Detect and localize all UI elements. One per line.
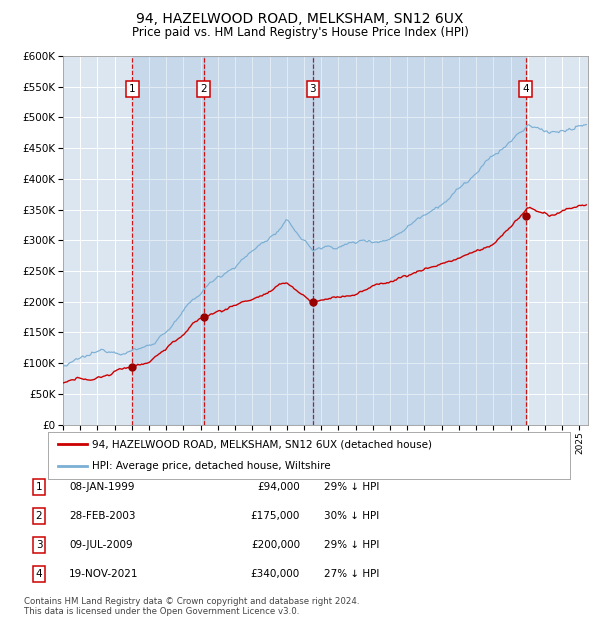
- Text: 27% ↓ HPI: 27% ↓ HPI: [324, 569, 379, 579]
- Text: 1: 1: [35, 482, 43, 492]
- Text: 28-FEB-2003: 28-FEB-2003: [69, 511, 136, 521]
- Text: 29% ↓ HPI: 29% ↓ HPI: [324, 482, 379, 492]
- Text: 1: 1: [129, 84, 136, 94]
- Text: 3: 3: [310, 84, 316, 94]
- Text: This data is licensed under the Open Government Licence v3.0.: This data is licensed under the Open Gov…: [24, 607, 299, 616]
- Bar: [203, 56, 313, 425]
- Text: 30% ↓ HPI: 30% ↓ HPI: [324, 511, 379, 521]
- Text: 19-NOV-2021: 19-NOV-2021: [69, 569, 139, 579]
- Text: 29% ↓ HPI: 29% ↓ HPI: [324, 540, 379, 550]
- Text: 2: 2: [35, 511, 43, 521]
- Text: Contains HM Land Registry data © Crown copyright and database right 2024.: Contains HM Land Registry data © Crown c…: [24, 597, 359, 606]
- Text: 08-JAN-1999: 08-JAN-1999: [69, 482, 134, 492]
- Bar: [133, 56, 203, 425]
- Text: £94,000: £94,000: [257, 482, 300, 492]
- Text: £340,000: £340,000: [251, 569, 300, 579]
- Text: £175,000: £175,000: [251, 511, 300, 521]
- Text: 94, HAZELWOOD ROAD, MELKSHAM, SN12 6UX (detached house): 94, HAZELWOOD ROAD, MELKSHAM, SN12 6UX (…: [92, 439, 433, 450]
- Text: 3: 3: [35, 540, 43, 550]
- Text: Price paid vs. HM Land Registry's House Price Index (HPI): Price paid vs. HM Land Registry's House …: [131, 26, 469, 39]
- Text: 09-JUL-2009: 09-JUL-2009: [69, 540, 133, 550]
- Text: HPI: Average price, detached house, Wiltshire: HPI: Average price, detached house, Wilt…: [92, 461, 331, 471]
- Text: £200,000: £200,000: [251, 540, 300, 550]
- Text: 4: 4: [35, 569, 43, 579]
- Text: 94, HAZELWOOD ROAD, MELKSHAM, SN12 6UX: 94, HAZELWOOD ROAD, MELKSHAM, SN12 6UX: [136, 12, 464, 27]
- Text: 4: 4: [523, 84, 529, 94]
- Bar: [313, 56, 526, 425]
- Text: 2: 2: [200, 84, 207, 94]
